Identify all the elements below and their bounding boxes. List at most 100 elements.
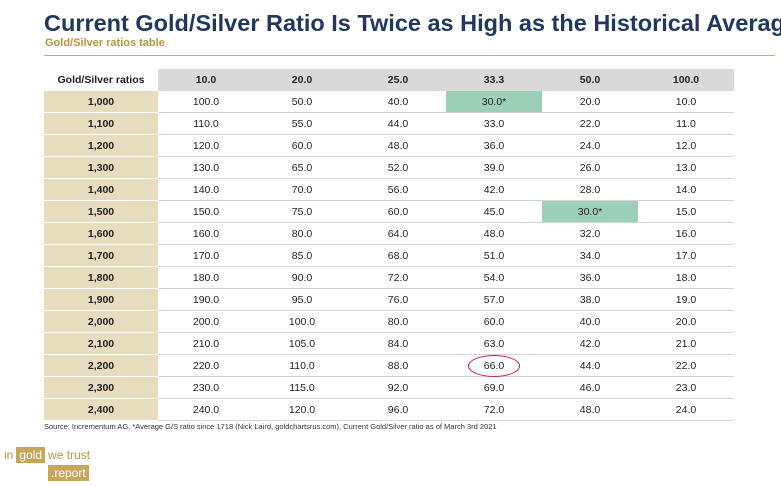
cell-value: 100.0 <box>192 95 220 108</box>
cell-value: 23.0 <box>675 381 697 394</box>
cell-value: 150.0 <box>192 205 220 218</box>
cell-value: 190.0 <box>192 293 220 306</box>
table-cell: 180.0 <box>158 266 254 289</box>
cell-value: 80.0 <box>387 315 409 328</box>
table-cell: 64.0 <box>350 222 446 245</box>
cell-value: 130.0 <box>192 161 220 174</box>
table-cell: 130.0 <box>158 156 254 179</box>
table-row: 2,100 210.0 105.0 84.0 63.0 42.0 21.0 <box>44 332 734 355</box>
cell-value: 48.0 <box>483 227 505 240</box>
cell-value: 69.0 <box>483 381 505 394</box>
cell-value: 170.0 <box>192 249 220 262</box>
table-row: 1,200 120.0 60.0 48.0 36.0 24.0 12.0 <box>44 134 734 157</box>
table-cell: 51.0 <box>446 244 542 267</box>
cell-value: 44.0 <box>387 117 409 130</box>
table-cell: 40.0 <box>350 91 446 113</box>
cell-value: 55.0 <box>291 117 313 130</box>
row-header: 2,200 <box>44 354 158 377</box>
table-row: 2,200 220.0 110.0 88.0 66.0 44.0 22.0 <box>44 354 734 377</box>
table-cell: 69.0 <box>446 376 542 399</box>
row-header: 2,400 <box>44 398 158 421</box>
cell-value: 63.0 <box>483 337 505 350</box>
column-header: 100.0 <box>638 69 734 91</box>
table-cell: 54.0 <box>446 266 542 289</box>
cell-value: 64.0 <box>387 227 409 240</box>
table-cell: 140.0 <box>158 178 254 201</box>
cell-value: 100.0 <box>288 315 316 328</box>
table-cell: 18.0 <box>638 266 734 289</box>
cell-value: 60.0 <box>483 315 505 328</box>
table-cell: 110.0 <box>158 112 254 135</box>
table-cell: 88.0 <box>350 354 446 377</box>
table-cell: 48.0 <box>350 134 446 157</box>
table-cell: 42.0 <box>542 332 638 355</box>
table-cell: 22.0 <box>638 354 734 377</box>
column-header: 50.0 <box>542 69 638 91</box>
cell-value: 120.0 <box>288 403 316 416</box>
table-cell: 28.0 <box>542 178 638 201</box>
table-cell: 120.0 <box>254 398 350 421</box>
cell-value: 220.0 <box>192 359 220 372</box>
table-cell: 96.0 <box>350 398 446 421</box>
row-header: 1,200 <box>44 134 158 157</box>
table-cell: 23.0 <box>638 376 734 399</box>
cell-value: 17.0 <box>675 249 697 262</box>
cell-value: 85.0 <box>291 249 313 262</box>
cell-value: 90.0 <box>291 271 313 284</box>
logo-text-in: in <box>4 448 14 462</box>
row-header: 1,800 <box>44 266 158 289</box>
corner-label: Gold/Silver ratios <box>44 69 158 91</box>
table-header-row: Gold/Silver ratios 10.0 20.0 25.0 33.3 5… <box>44 69 734 91</box>
table-cell: 220.0 <box>158 354 254 377</box>
table-cell: 52.0 <box>350 156 446 179</box>
table-cell: 150.0 <box>158 200 254 223</box>
table-row: 1,300 130.0 65.0 52.0 39.0 26.0 13.0 <box>44 156 734 179</box>
table-cell: 72.0 <box>350 266 446 289</box>
cell-value: 10.0 <box>675 95 697 108</box>
cell-value: 54.0 <box>483 271 505 284</box>
table-cell: 72.0 <box>446 398 542 421</box>
cell-value: 75.0 <box>291 205 313 218</box>
row-header: 1,600 <box>44 222 158 245</box>
cell-value: 76.0 <box>387 293 409 306</box>
cell-value: 51.0 <box>483 249 505 262</box>
table-cell: 170.0 <box>158 244 254 267</box>
table-cell: 26.0 <box>542 156 638 179</box>
table-cell: 12.0 <box>638 134 734 157</box>
logo-text-we-trust: we trust <box>48 448 91 462</box>
table-cell: 200.0 <box>158 310 254 333</box>
page-title: Current Gold/Silver Ratio Is Twice as Hi… <box>44 10 781 36</box>
table-cell: 44.0 <box>350 112 446 135</box>
table-cell: 10.0 <box>638 91 734 113</box>
row-header: 1,100 <box>44 112 158 135</box>
cell-value: 48.0 <box>579 403 601 416</box>
cell-value: 16.0 <box>675 227 697 240</box>
cell-value: 22.0 <box>675 359 697 372</box>
row-header: 1,900 <box>44 288 158 311</box>
table-cell: 160.0 <box>158 222 254 245</box>
logo: in gold we trust .report <box>4 446 91 481</box>
cell-value: 200.0 <box>192 315 220 328</box>
cell-value: 44.0 <box>579 359 601 372</box>
cell-value: 96.0 <box>387 403 409 416</box>
table-cell: 60.0 <box>254 134 350 157</box>
cell-value: 56.0 <box>387 183 409 196</box>
cell-value: 36.0 <box>483 139 505 152</box>
table-cell: 19.0 <box>638 288 734 311</box>
table-row: 1,900 190.0 95.0 76.0 57.0 38.0 19.0 <box>44 288 734 311</box>
source-note: Source: Incrementum AG, *Average G/S rat… <box>44 422 497 431</box>
table-cell: 105.0 <box>254 332 350 355</box>
table-cell: 17.0 <box>638 244 734 267</box>
cell-value: 40.0 <box>387 95 409 108</box>
cell-value: 92.0 <box>387 381 409 394</box>
cell-value: 42.0 <box>579 337 601 350</box>
subtitle: Gold/Silver ratios table <box>45 37 165 49</box>
cell-value: 21.0 <box>675 337 697 350</box>
row-header: 1,700 <box>44 244 158 267</box>
table-cell: 100.0 <box>254 310 350 333</box>
table-cell: 80.0 <box>254 222 350 245</box>
table-cell: 75.0 <box>254 200 350 223</box>
table-cell: 100.0 <box>158 91 254 113</box>
cell-value: 15.0 <box>675 205 697 218</box>
cell-value: 52.0 <box>387 161 409 174</box>
